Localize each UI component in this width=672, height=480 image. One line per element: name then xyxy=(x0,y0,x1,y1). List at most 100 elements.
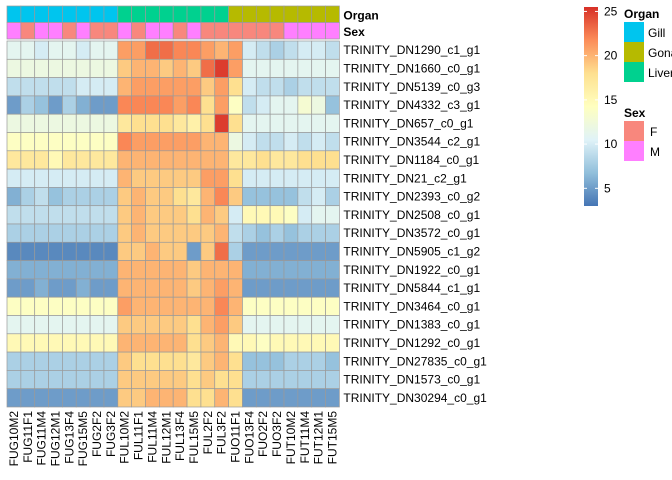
sex-annotation-cell xyxy=(89,22,105,40)
heatmap-cell xyxy=(159,95,174,115)
heatmap-cell xyxy=(186,205,202,225)
heatmap-cell xyxy=(117,40,133,60)
heatmap-cell xyxy=(131,58,146,78)
heatmap-cell xyxy=(283,187,299,207)
heatmap-cell xyxy=(20,278,36,298)
heatmap-cell xyxy=(269,150,285,170)
heatmap-cell xyxy=(117,351,133,371)
heatmap-cell xyxy=(62,260,77,280)
heatmap-cell xyxy=(311,205,326,225)
heatmap-cell xyxy=(311,296,326,316)
heatmap-cell xyxy=(48,370,63,390)
organ-annotation-cell xyxy=(242,5,257,23)
heatmap-cell xyxy=(255,351,271,371)
heatmap-cell xyxy=(75,278,91,298)
heatmap-cell xyxy=(131,351,146,371)
organ-annotation-cell xyxy=(48,5,63,23)
heatmap-cell xyxy=(283,205,299,225)
heatmap-cell xyxy=(34,278,49,298)
heatmap-cell xyxy=(311,370,326,390)
legend-label-sex: M xyxy=(650,145,660,159)
heatmap-cell xyxy=(325,296,340,316)
heatmap-cell xyxy=(34,333,49,353)
heatmap-cell xyxy=(103,187,119,207)
organ-annotation-cell xyxy=(325,5,340,23)
heatmap-cell xyxy=(103,150,119,170)
heatmap-cell xyxy=(200,187,216,207)
heatmap-cell xyxy=(269,168,285,188)
heatmap-cell xyxy=(34,370,49,390)
row-label: TRINITY_DN3572_c0_g1 xyxy=(343,226,480,240)
heatmap-cell xyxy=(269,95,285,115)
heatmap-cell xyxy=(62,168,77,188)
column-label: FUL13F4 xyxy=(173,411,187,461)
heatmap-cell xyxy=(269,260,285,280)
heatmap-cell xyxy=(214,241,229,261)
heatmap-cell xyxy=(20,205,36,225)
heatmap-cell xyxy=(6,388,22,408)
heatmap-cell xyxy=(255,388,271,408)
heatmap-cell xyxy=(311,150,326,170)
heatmap-cell xyxy=(117,296,133,316)
heatmap-cell xyxy=(269,205,285,225)
column-label: FUO11F1 xyxy=(229,411,243,463)
heatmap-cell xyxy=(75,58,91,78)
heatmap-cell xyxy=(75,241,91,261)
heatmap-cell xyxy=(325,187,340,207)
heatmap-cell xyxy=(297,333,313,353)
heatmap-cell xyxy=(325,315,340,335)
heatmap-cell xyxy=(255,168,271,188)
heatmap-cell xyxy=(214,58,229,78)
heatmap-cell xyxy=(214,333,229,353)
heatmap-cell xyxy=(186,40,202,60)
heatmap-cell xyxy=(131,205,146,225)
column-label: FUT15M5 xyxy=(325,411,339,465)
organ-annotation-cell xyxy=(89,5,105,23)
heatmap-cell xyxy=(186,58,202,78)
heatmap-cell xyxy=(145,351,160,371)
heatmap-cell xyxy=(103,241,119,261)
sex-annotation-cell xyxy=(325,22,340,40)
heatmap-cell xyxy=(172,296,188,316)
organ-annotation-cell xyxy=(297,5,313,23)
heatmap-cell xyxy=(255,278,271,298)
heatmap-cell xyxy=(269,333,285,353)
sex-annotation-cell xyxy=(20,22,36,40)
heatmap-cell xyxy=(48,223,63,243)
color-scale-legend: 5 10 15 20 25 xyxy=(584,4,618,206)
heatmap-cell xyxy=(34,58,49,78)
heatmap-cell xyxy=(214,168,229,188)
heatmap-cell xyxy=(311,187,326,207)
heatmap-cell xyxy=(172,260,188,280)
column-label: FUG10M2 xyxy=(7,411,21,467)
heatmap-cell xyxy=(200,150,216,170)
row-label: TRINITY_DN21_c2_g1 xyxy=(343,171,467,185)
heatmap-cell xyxy=(242,132,257,152)
heatmap-cell xyxy=(103,58,119,78)
heatmap-cell xyxy=(103,260,119,280)
heatmap-cell xyxy=(297,95,313,115)
organ-annotation-cell xyxy=(159,5,174,23)
heatmap-cell xyxy=(89,40,105,60)
heatmap-cell xyxy=(200,58,216,78)
heatmap-cell xyxy=(200,168,216,188)
heatmap-cell xyxy=(172,370,188,390)
heatmap-cell xyxy=(159,150,174,170)
heatmap-cell xyxy=(145,187,160,207)
heatmap-cell xyxy=(6,205,22,225)
heatmap-cell xyxy=(117,150,133,170)
organ-annotation-cell xyxy=(200,5,216,23)
heatmap-cell xyxy=(103,296,119,316)
row-label: TRINITY_DN3464_c0_g1 xyxy=(343,299,480,313)
heatmap-cell xyxy=(186,370,202,390)
column-label: FUL2F2 xyxy=(201,411,215,455)
legend-swatch-sex xyxy=(624,141,644,161)
heatmap-cell xyxy=(186,351,202,371)
heatmap-cell xyxy=(34,150,49,170)
heatmap-cell xyxy=(75,296,91,316)
column-label: FUG13F4 xyxy=(62,411,76,464)
legend-swatch-organ xyxy=(624,22,644,42)
heatmap-cell xyxy=(145,95,160,115)
heatmap-cell xyxy=(283,278,299,298)
organ-annotation-cell xyxy=(269,5,285,23)
